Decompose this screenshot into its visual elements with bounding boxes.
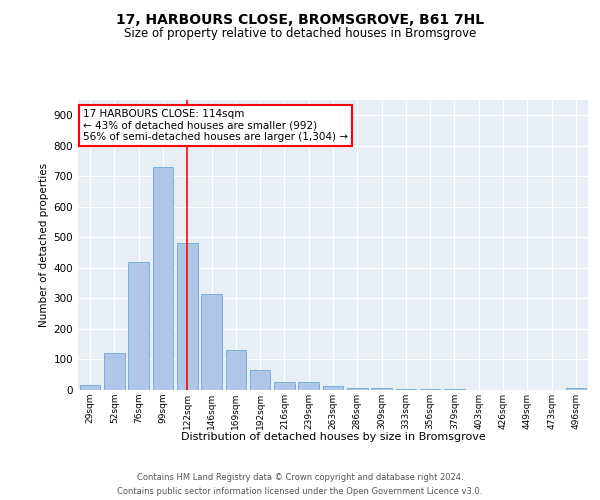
Text: Contains HM Land Registry data © Crown copyright and database right 2024.: Contains HM Land Registry data © Crown c… <box>137 472 463 482</box>
Text: 17 HARBOURS CLOSE: 114sqm
← 43% of detached houses are smaller (992)
56% of semi: 17 HARBOURS CLOSE: 114sqm ← 43% of detac… <box>83 108 348 142</box>
Bar <box>298 382 319 390</box>
Bar <box>420 389 440 390</box>
Bar <box>201 294 222 390</box>
Text: Contains public sector information licensed under the Open Government Licence v3: Contains public sector information licen… <box>118 488 482 496</box>
Text: Size of property relative to detached houses in Bromsgrove: Size of property relative to detached ho… <box>124 28 476 40</box>
Bar <box>177 242 197 390</box>
Bar <box>323 386 343 390</box>
Bar <box>250 370 271 390</box>
Bar <box>128 262 149 390</box>
Bar <box>104 353 125 390</box>
Bar <box>395 389 416 390</box>
Bar <box>152 167 173 390</box>
Bar <box>444 389 465 390</box>
Bar <box>274 382 295 390</box>
Bar <box>347 388 368 390</box>
Y-axis label: Number of detached properties: Number of detached properties <box>40 163 49 327</box>
Bar <box>80 384 100 390</box>
Text: 17, HARBOURS CLOSE, BROMSGROVE, B61 7HL: 17, HARBOURS CLOSE, BROMSGROVE, B61 7HL <box>116 12 484 26</box>
Bar <box>371 388 392 390</box>
Text: Distribution of detached houses by size in Bromsgrove: Distribution of detached houses by size … <box>181 432 485 442</box>
Bar <box>226 350 246 390</box>
Bar <box>566 388 586 390</box>
